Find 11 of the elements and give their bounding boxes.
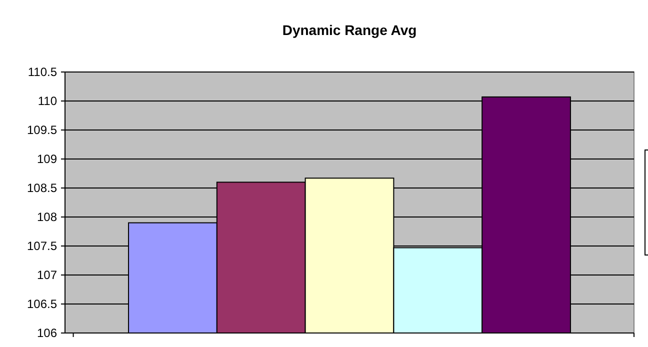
- y-tick-label: 109: [36, 152, 58, 166]
- chart-title: Dynamic Range Avg: [282, 22, 417, 38]
- y-tick-label: 108.5: [26, 181, 58, 196]
- y-tick-label: 109.5: [26, 123, 58, 138]
- y-tick-label: 107: [36, 268, 58, 282]
- y-tick-label: 107.5: [26, 239, 58, 254]
- y-tick-label: 108: [36, 210, 58, 224]
- y-tick-label: 110.5: [28, 65, 58, 80]
- y-tick-label: 106: [36, 326, 58, 340]
- y-tick-label: 106.5: [26, 297, 58, 312]
- y-tick-label: 110: [38, 94, 58, 108]
